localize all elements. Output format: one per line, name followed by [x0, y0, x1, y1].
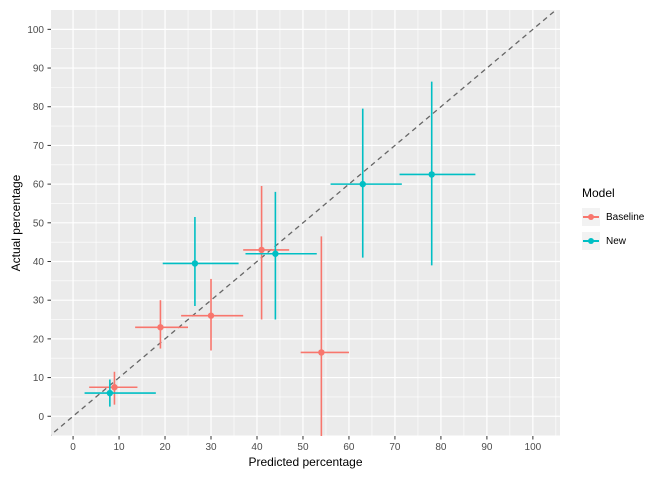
data-point-baseline	[157, 324, 164, 331]
data-point-new	[428, 171, 435, 178]
x-tick-label: 100	[525, 442, 542, 453]
data-point-new	[272, 250, 279, 257]
x-tick-label: 20	[159, 442, 171, 453]
x-tick-label: 40	[251, 442, 263, 453]
y-axis-title: Actual percentage	[9, 174, 23, 272]
data-point-baseline	[111, 384, 118, 391]
x-tick-label: 70	[389, 442, 401, 453]
data-point-baseline	[318, 349, 325, 356]
y-tick-label: 80	[33, 102, 45, 113]
y-tick-label: 70	[33, 141, 45, 152]
x-tick-label: 50	[297, 442, 309, 453]
y-tick-label: 40	[33, 257, 45, 268]
x-tick-label: 80	[435, 442, 447, 453]
y-tick-label: 10	[33, 373, 45, 384]
identity-line	[51, 10, 557, 436]
x-tick-label: 10	[113, 442, 125, 453]
y-tick-label: 100	[27, 25, 44, 36]
legend-item-new: New	[582, 232, 644, 250]
y-tick-label: 60	[33, 180, 45, 191]
y-tick-label: 20	[33, 334, 45, 345]
y-tick-label: 90	[33, 64, 45, 75]
legend: Model Baseline New	[582, 186, 644, 256]
y-tick-label: 50	[33, 218, 45, 229]
legend-key-new-icon	[582, 232, 600, 250]
legend-label-new: New	[606, 235, 627, 247]
data-point-baseline	[258, 246, 265, 254]
x-tick-label: 0	[70, 442, 76, 453]
x-axis-title: Predicted percentage	[248, 455, 363, 469]
y-tick-label: 0	[38, 412, 44, 423]
legend-key-baseline-icon	[582, 208, 600, 226]
data-point-new	[359, 180, 366, 188]
x-tick-label: 30	[205, 442, 217, 453]
x-tick-label: 90	[481, 442, 493, 453]
data-point-new	[191, 260, 199, 267]
legend-title: Model	[582, 186, 615, 200]
data-point-baseline	[207, 312, 215, 319]
legend-label-baseline: Baseline	[606, 211, 645, 223]
x-tick-label: 60	[343, 442, 355, 453]
y-tick-label: 30	[33, 296, 45, 307]
legend-item-baseline: Baseline	[582, 208, 644, 226]
data-point-new	[106, 389, 114, 397]
